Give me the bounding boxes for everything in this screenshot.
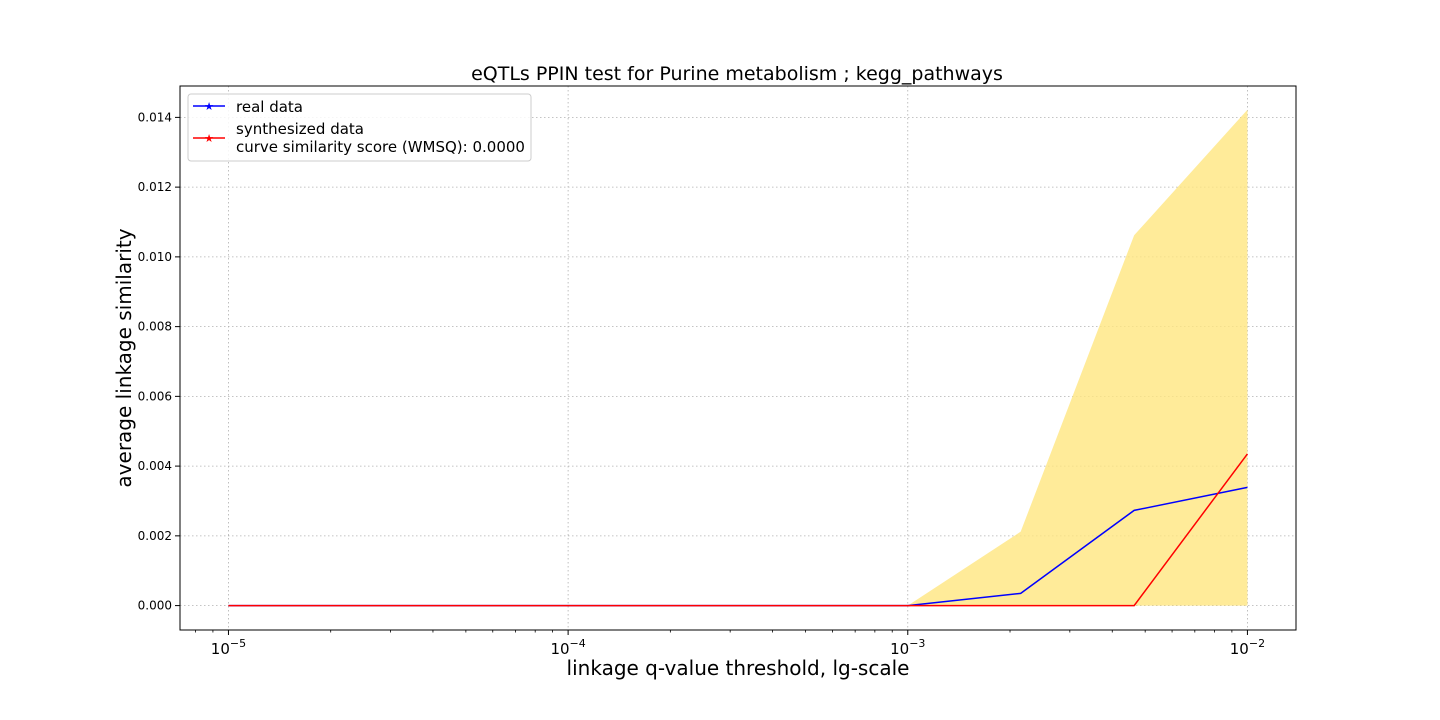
band-area — [228, 109, 1248, 606]
confidence-band — [228, 109, 1248, 606]
chart-title: eQTLs PPIN test for Purine metabolism ; … — [471, 63, 1003, 85]
series-lines — [228, 453, 1249, 607]
y-tick-label: 0.008 — [138, 320, 172, 334]
y-tick-label: 0.010 — [138, 250, 172, 264]
y-tick-label: 0.002 — [138, 529, 172, 543]
legend-marker-synthesized-data: ★ — [204, 132, 214, 145]
x-tick-label: 10−4 — [550, 637, 585, 658]
x-axis-label: linkage q-value threshold, lg-scale — [567, 656, 910, 680]
series-line-1 — [228, 453, 1249, 607]
x-tick-label: 10−3 — [890, 637, 925, 658]
y-axis-label: average linkage similarity — [112, 228, 136, 487]
x-tick-label: 10−5 — [211, 637, 246, 658]
y-tick-label: 0.000 — [138, 599, 172, 613]
x-axis: 10−5 10−4 10−3 10−2 — [195, 630, 1265, 658]
legend: ★ real data ★ synthesized data curve simi… — [187, 93, 532, 162]
y-tick-label: 0.014 — [138, 110, 172, 124]
y-tick-label: 0.012 — [138, 180, 172, 194]
y-tick-label: 0.006 — [138, 389, 172, 403]
plot-frame — [179, 85, 1297, 631]
legend-box — [187, 93, 532, 162]
x-tick-label: 10−2 — [1230, 637, 1265, 658]
legend-marker-real-data: ★ — [204, 100, 214, 113]
legend-label-real-data: real data — [236, 98, 303, 116]
y-tick-label: 0.004 — [138, 459, 172, 473]
y-axis: 0.000 0.002 0.004 0.006 0.008 0.010 0.012 0.014 — [138, 110, 180, 613]
legend-label-synthesized-data: synthesized data curve similarity score (… — [236, 120, 525, 156]
